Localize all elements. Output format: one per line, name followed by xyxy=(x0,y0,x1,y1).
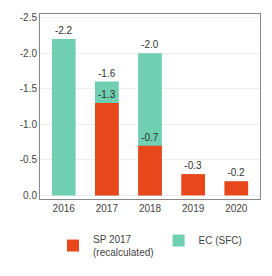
svg-text:-0.5: -0.5 xyxy=(20,154,38,165)
svg-text:2018: 2018 xyxy=(139,203,162,214)
svg-text:-0.3: -0.3 xyxy=(184,160,202,171)
svg-text:-1.5: -1.5 xyxy=(20,83,38,94)
svg-text:-1.3: -1.3 xyxy=(98,89,116,100)
svg-text:SP 2017(recalculated): SP 2017(recalculated) xyxy=(93,234,154,258)
svg-text:2016: 2016 xyxy=(53,203,76,214)
svg-text:-0.7: -0.7 xyxy=(141,132,159,143)
svg-text:-0.2: -0.2 xyxy=(227,167,245,178)
svg-text:2019: 2019 xyxy=(182,203,205,214)
svg-text:0.0: 0.0 xyxy=(23,190,37,201)
svg-text:2020: 2020 xyxy=(225,203,248,214)
svg-text:-2.0: -2.0 xyxy=(20,48,38,59)
svg-text:-2.0: -2.0 xyxy=(141,39,159,50)
svg-text:2017: 2017 xyxy=(96,203,119,214)
svg-text:-2.2: -2.2 xyxy=(55,25,73,36)
svg-text:-1.6: -1.6 xyxy=(98,68,116,79)
svg-text:EC (SFC): EC (SFC) xyxy=(199,235,242,246)
svg-text:-2.5: -2.5 xyxy=(20,12,38,23)
svg-text:-1.0: -1.0 xyxy=(20,119,38,130)
